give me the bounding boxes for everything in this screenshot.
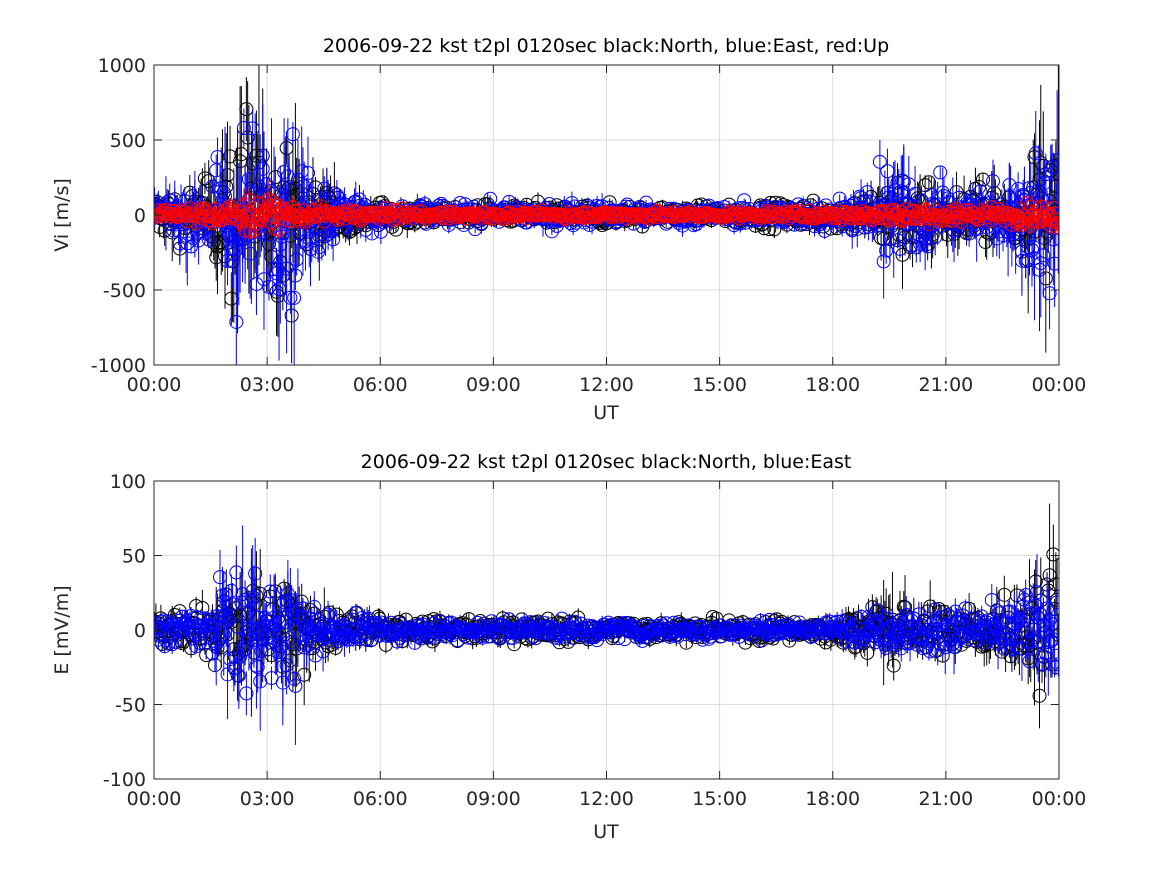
y-tick-label: 1000 bbox=[98, 55, 146, 77]
velocity-panel: 2006-09-22 kst t2pl 0120sec black:North,… bbox=[51, 35, 1086, 424]
y-tick-label: 500 bbox=[110, 130, 146, 152]
x-tick-label: 06:00 bbox=[353, 374, 408, 396]
velocity-chart-title: 2006-09-22 kst t2pl 0120sec black:North,… bbox=[323, 35, 889, 57]
x-tick-label: 00:00 bbox=[1032, 374, 1087, 396]
electric-field-panel: 2006-09-22 kst t2pl 0120sec black:North,… bbox=[51, 451, 1086, 843]
x-tick-label: 15:00 bbox=[692, 374, 747, 396]
figure: 2006-09-22 kst t2pl 0120sec black:North,… bbox=[0, 0, 1167, 875]
y-tick-label: 0 bbox=[134, 205, 146, 227]
efield-chart-title: 2006-09-22 kst t2pl 0120sec black:North,… bbox=[361, 451, 852, 473]
y-tick-label: -1000 bbox=[91, 355, 146, 377]
velocity-y-axis-label: Vi [m/s] bbox=[51, 178, 73, 252]
velocity-x-axis-label: UT bbox=[593, 402, 619, 424]
x-tick-label: 21:00 bbox=[918, 374, 973, 396]
x-tick-label: 12:00 bbox=[579, 374, 634, 396]
x-tick-label: 00:00 bbox=[127, 374, 182, 396]
y-tick-label: -500 bbox=[103, 280, 146, 302]
x-tick-label: 03:00 bbox=[240, 374, 295, 396]
x-tick-label: 18:00 bbox=[805, 374, 860, 396]
x-tick-label: 09:00 bbox=[466, 374, 521, 396]
